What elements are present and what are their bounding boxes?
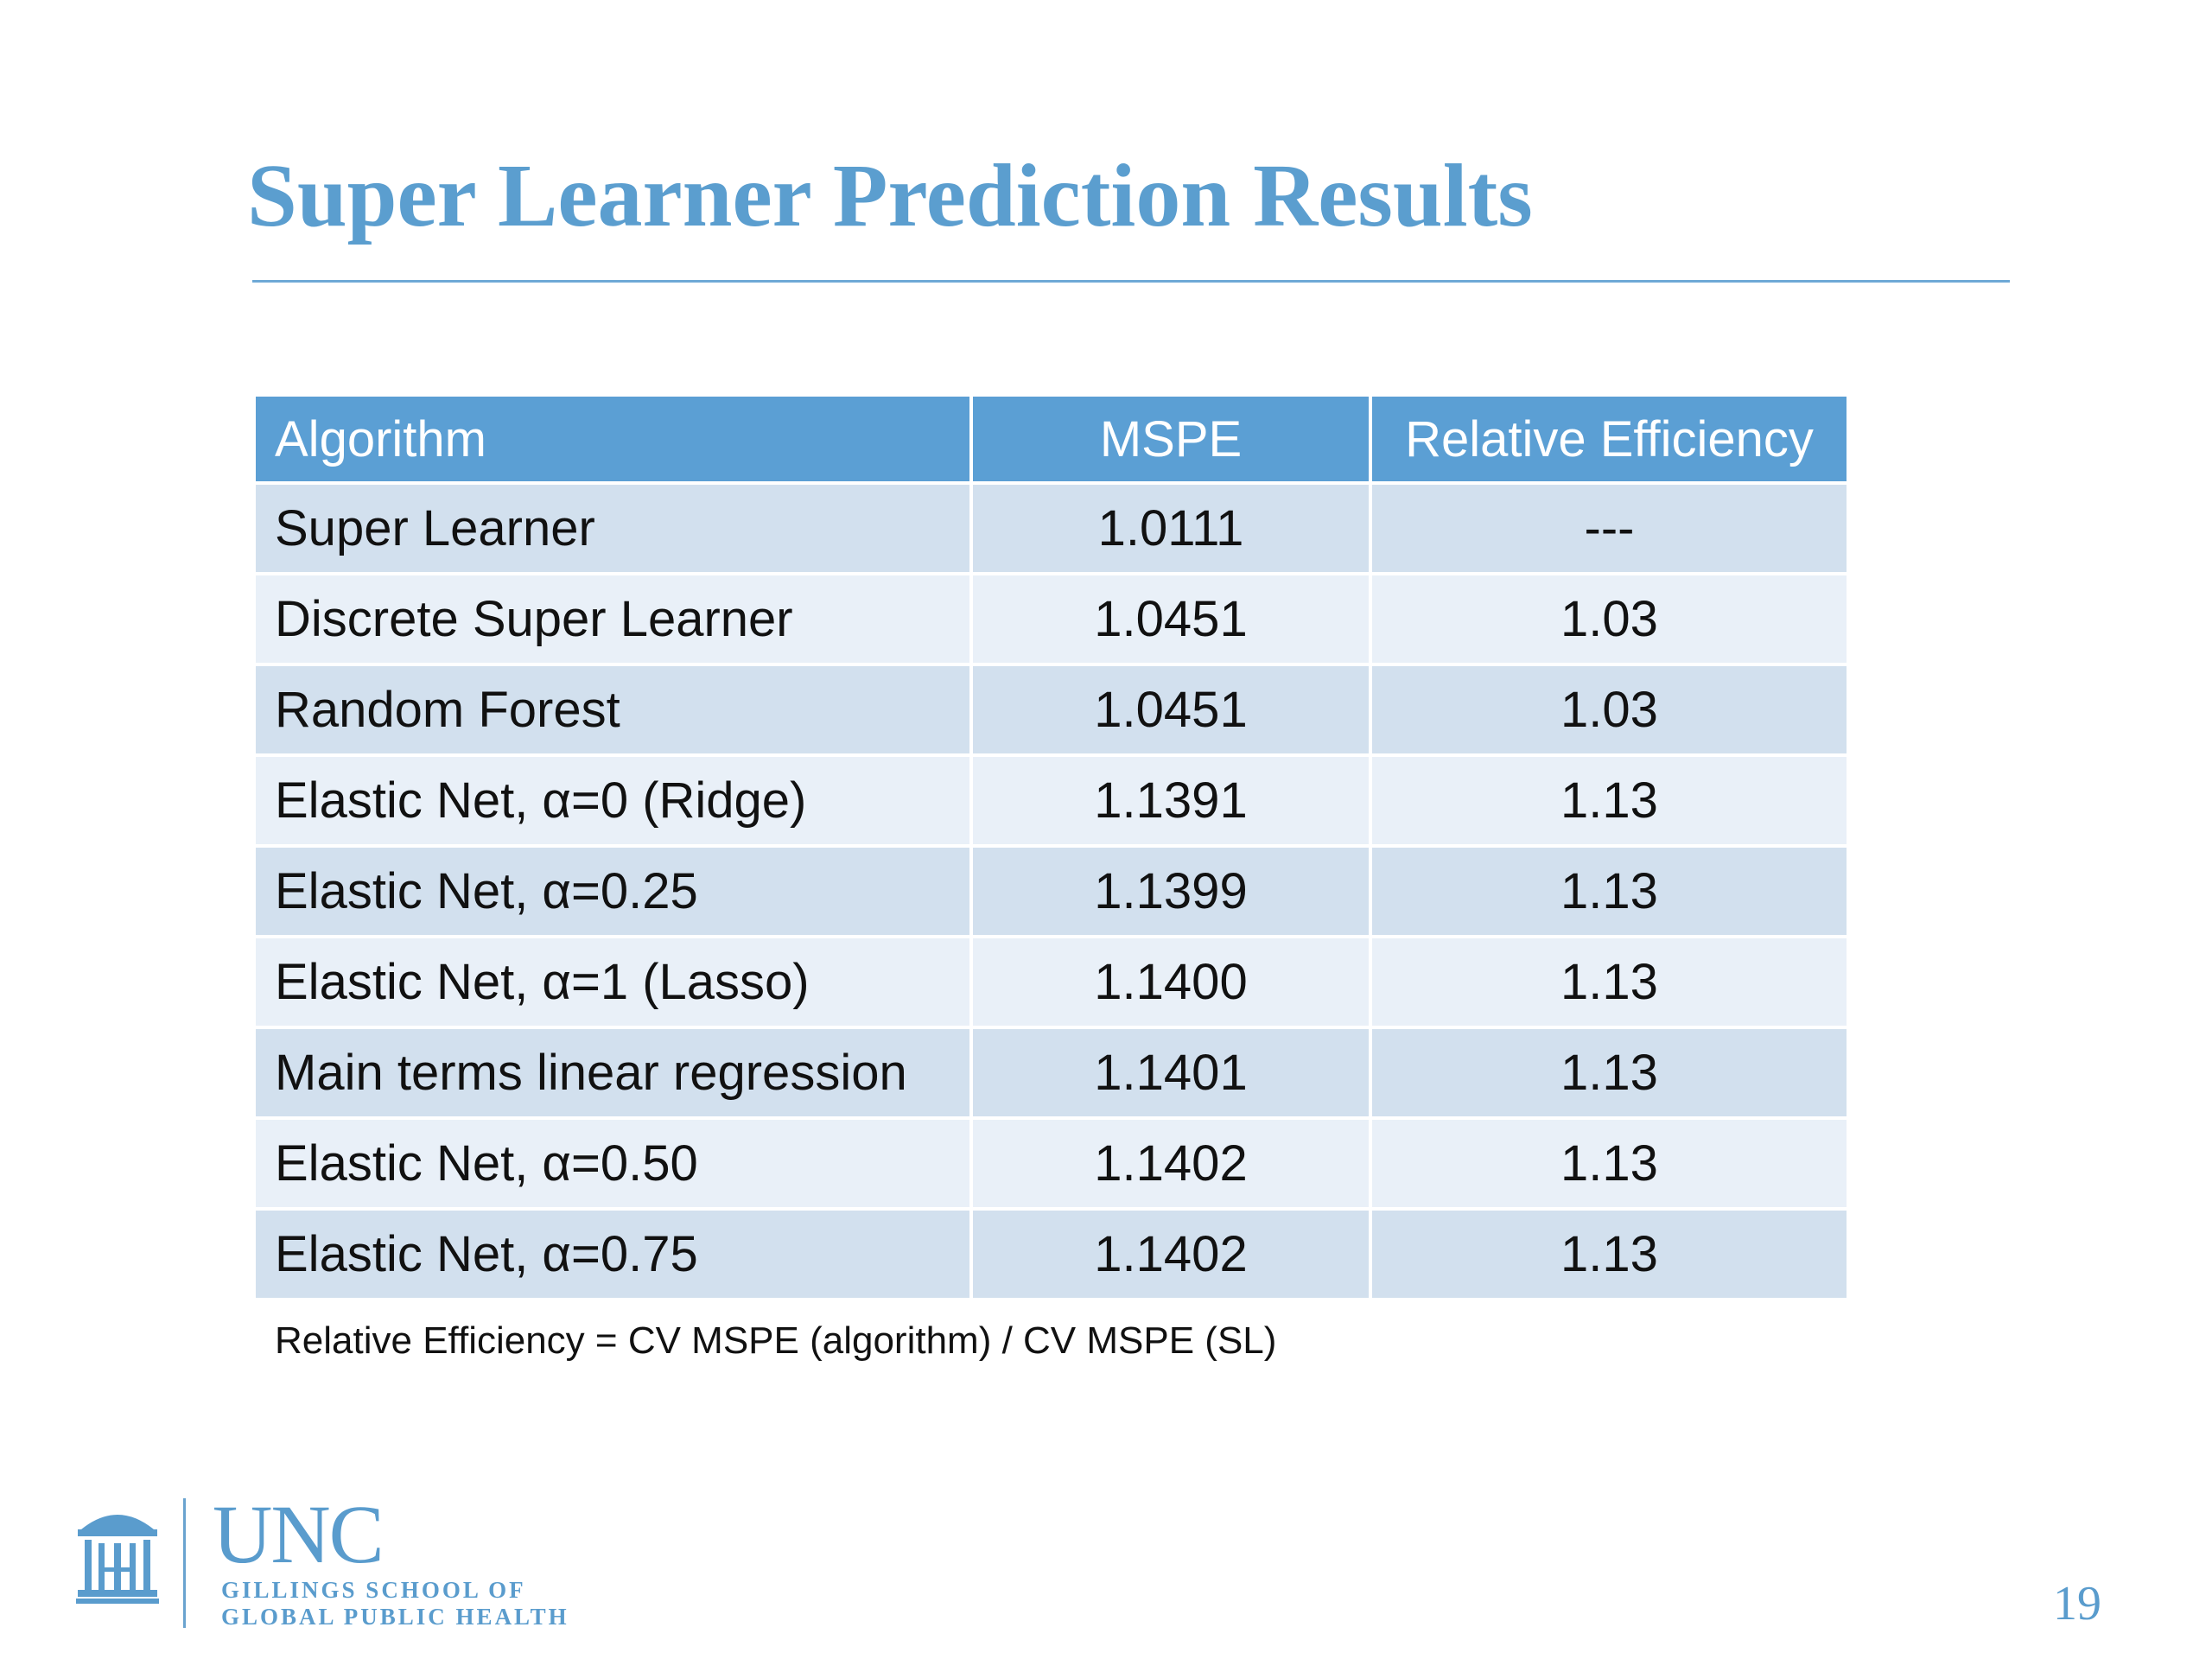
table-row: Random Forest 1.0451 1.03 (252, 663, 1850, 757)
logo-school-line-2: GLOBAL PUBLIC HEALTH (221, 1604, 569, 1630)
algorithm-cell: Random Forest (252, 663, 973, 757)
mspe-cell: 1.0451 (969, 572, 1372, 666)
relative-efficiency-cell: 1.13 (1369, 935, 1850, 1029)
table-row: Discrete Super Learner 1.0451 1.03 (252, 572, 1850, 666)
old-well-icon (76, 1515, 159, 1604)
mspe-cell: 1.1402 (969, 1116, 1372, 1211)
algorithm-cell: Elastic Net, α=0 (Ridge) (252, 753, 973, 848)
relative-efficiency-cell: 1.13 (1369, 1207, 1850, 1301)
footnote: Relative Efficiency = CV MSPE (algorithm… (275, 1319, 1277, 1362)
logo-school-line-1: GILLINGS SCHOOL OF (221, 1577, 526, 1603)
table-row: Elastic Net, α=0.75 1.1402 1.13 (252, 1207, 1850, 1301)
algorithm-cell: Discrete Super Learner (252, 572, 973, 666)
table-row: Main terms linear regression 1.1401 1.13 (252, 1026, 1850, 1120)
mspe-cell: 1.0111 (969, 481, 1372, 575)
mspe-cell: 1.1400 (969, 935, 1372, 1029)
relative-efficiency-cell: 1.13 (1369, 1116, 1850, 1211)
table-row: Super Learner 1.0111 --- (252, 481, 1850, 575)
logo-school-name: GILLINGS SCHOOL OF GLOBAL PUBLIC HEALTH (221, 1577, 569, 1630)
header-mspe: MSPE (969, 393, 1372, 485)
relative-efficiency-cell: 1.13 (1369, 844, 1850, 938)
mspe-cell: 1.1399 (969, 844, 1372, 938)
table-row: Elastic Net, α=1 (Lasso) 1.1400 1.13 (252, 935, 1850, 1029)
relative-efficiency-cell: 1.03 (1369, 663, 1850, 757)
mspe-cell: 1.1402 (969, 1207, 1372, 1301)
logo-divider (183, 1498, 186, 1628)
algorithm-cell: Elastic Net, α=0.25 (252, 844, 973, 938)
relative-efficiency-cell: --- (1369, 481, 1850, 575)
table-row: Elastic Net, α=0 (Ridge) 1.1391 1.13 (252, 753, 1850, 848)
logo-unc: UNC (213, 1488, 385, 1580)
table-header-row: Algorithm MSPE Relative Efficiency (252, 393, 1850, 485)
table-row: Elastic Net, α=0.25 1.1399 1.13 (252, 844, 1850, 938)
mspe-cell: 1.0451 (969, 663, 1372, 757)
algorithm-cell: Main terms linear regression (252, 1026, 973, 1120)
slide-title: Super Learner Prediction Results (247, 146, 1533, 245)
page-number: 19 (2053, 1577, 2101, 1630)
mspe-cell: 1.1391 (969, 753, 1372, 848)
relative-efficiency-cell: 1.03 (1369, 572, 1850, 666)
results-table: Algorithm MSPE Relative Efficiency Super… (252, 393, 1850, 1301)
algorithm-cell: Elastic Net, α=0.75 (252, 1207, 973, 1301)
header-relative-efficiency: Relative Efficiency (1369, 393, 1850, 485)
relative-efficiency-cell: 1.13 (1369, 753, 1850, 848)
algorithm-cell: Elastic Net, α=1 (Lasso) (252, 935, 973, 1029)
algorithm-cell: Elastic Net, α=0.50 (252, 1116, 973, 1211)
algorithm-cell: Super Learner (252, 481, 973, 575)
relative-efficiency-cell: 1.13 (1369, 1026, 1850, 1120)
mspe-cell: 1.1401 (969, 1026, 1372, 1120)
table-row: Elastic Net, α=0.50 1.1402 1.13 (252, 1116, 1850, 1211)
title-divider (252, 280, 2010, 283)
header-algorithm: Algorithm (252, 393, 973, 485)
